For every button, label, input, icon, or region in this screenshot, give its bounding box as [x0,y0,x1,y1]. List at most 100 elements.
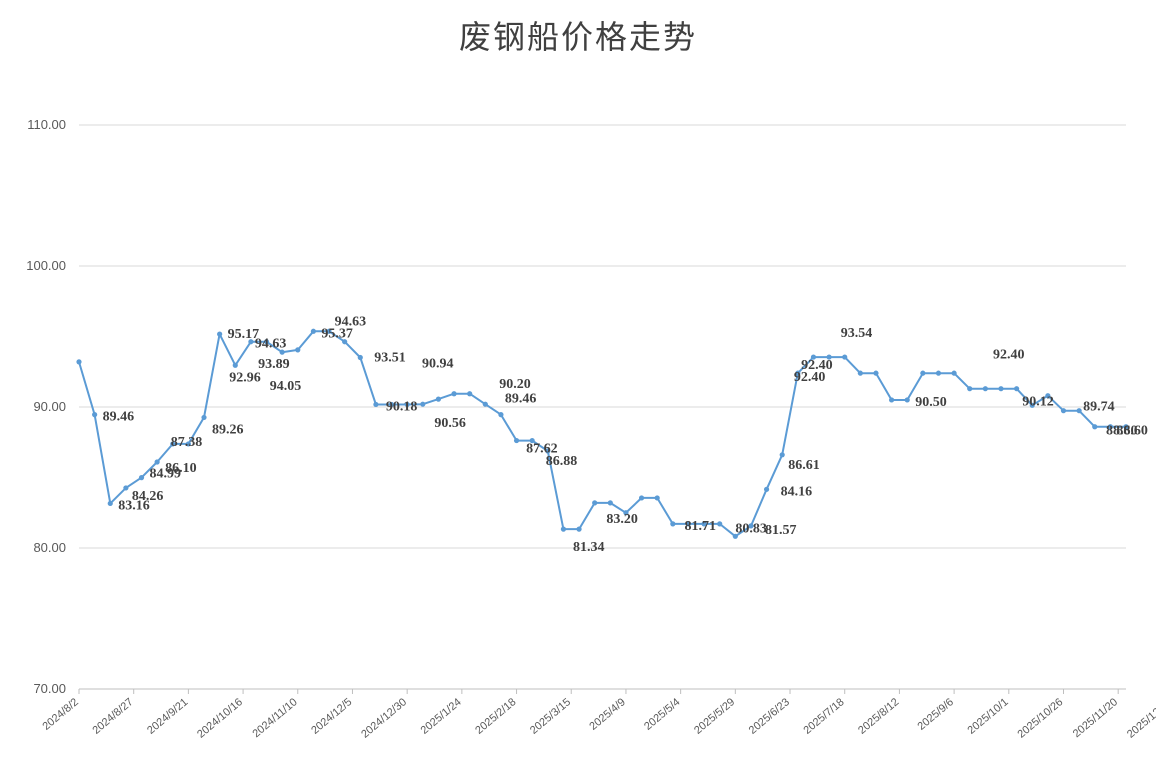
data-point [404,401,410,408]
data-label: 93.54 [841,326,873,341]
data-point [842,354,848,360]
x-tick-label: 2024/9/21 [145,696,190,737]
data-point [810,354,817,360]
data-label: 81.57 [765,523,797,538]
data-label: 95.37 [321,326,353,341]
data-point [951,370,957,376]
data-label: 90.50 [915,395,947,410]
data-point [717,521,723,527]
data-label: 89.46 [505,392,537,407]
data-point [1107,424,1113,430]
data-point [1076,408,1082,414]
data-label: 89.26 [212,422,244,437]
x-tick-label: 2025/5/4 [642,696,683,733]
data-point [295,347,301,353]
data-label: 90.12 [1022,394,1053,409]
data-label: 90.56 [434,416,466,431]
x-tick-label: 2025/1/24 [419,696,464,737]
data-label: 83.20 [606,512,638,527]
data-label: 90.20 [499,377,530,392]
data-point [513,437,520,444]
y-axis-ticks: 70.00 80.00 90.00 100.00 110.00 [26,117,66,696]
data-point [1092,424,1098,430]
data-label: 92.40 [993,348,1025,363]
x-tick-label: 2025/10/26 [1016,696,1066,741]
x-tick-label: 2025/5/29 [692,696,737,737]
y-tick-label: 90.00 [33,399,66,414]
x-tick-label: 2025/6/23 [747,696,792,737]
data-point [138,475,145,481]
data-point [1060,408,1067,414]
data-point [920,370,926,376]
y-tick-label: 100.00 [26,258,66,273]
data-label: 92.40 [794,370,826,385]
data-point [435,396,442,402]
data-point [935,370,942,376]
data-point [873,370,879,376]
chart-title: 废钢船价格走势 [458,18,697,56]
data-point [357,354,363,361]
x-tick-label: 2025/4/9 [587,696,628,733]
data-point [545,448,551,454]
data-label: 86.61 [788,458,820,473]
data-label: 81.34 [573,540,605,555]
data-point [576,526,582,532]
data-point [420,401,426,407]
data-label: 92.40 [801,358,833,373]
data-point [279,349,285,355]
data-point [623,510,629,516]
data-label: 87.38 [171,435,203,450]
data-point [185,441,191,447]
x-tick-label: 2025/3/15 [528,696,573,737]
x-tick-label: 2024/12/30 [359,696,409,741]
data-label: 80.83 [735,521,767,536]
data-point [967,386,973,392]
y-tick-label: 70.00 [33,681,66,696]
data-point [1123,424,1129,430]
data-point [232,362,238,368]
data-point [263,339,270,345]
data-point [92,412,98,418]
x-tick-label: 2024/11/10 [250,696,299,740]
data-label: 86.10 [165,461,197,476]
data-label: 89.46 [103,410,134,425]
data-point [904,397,910,403]
data-point [326,328,332,334]
series-line [76,328,1129,539]
data-point [763,486,770,492]
data-point [607,500,613,506]
data-point [482,401,488,407]
data-point [592,500,598,506]
data-point [654,495,660,501]
data-point [779,452,785,458]
data-label: 90.94 [422,357,454,372]
data-label: 94.63 [335,315,367,330]
gridlines [79,124,1126,690]
data-point [123,485,129,491]
data-label: 94.05 [270,379,302,394]
data-point [826,354,832,360]
data-point [857,370,863,376]
data-label: 94.63 [255,337,286,352]
data-point [1014,386,1020,392]
data-point [701,521,707,527]
data-label: 84.16 [781,484,813,499]
data-point [154,459,160,465]
data-point [982,386,988,392]
data-point [560,526,567,532]
x-tick-label: 2025/11/20 [1071,696,1120,740]
data-label: 84.99 [150,467,182,482]
data-label: 88.60 [1116,424,1148,439]
data-label: 83.16 [118,498,149,513]
data-label: 89.74 [1083,400,1115,415]
data-point [1029,402,1035,408]
data-point [748,523,754,529]
x-tick-label: 2024/8/2 [40,696,81,733]
data-label: 90.18 [386,399,418,414]
x-tick-label: 2025/12/15 [1125,696,1156,741]
data-label: 86.88 [546,454,578,469]
x-tick-label: 2025/7/18 [801,696,846,737]
data-point [498,412,504,418]
